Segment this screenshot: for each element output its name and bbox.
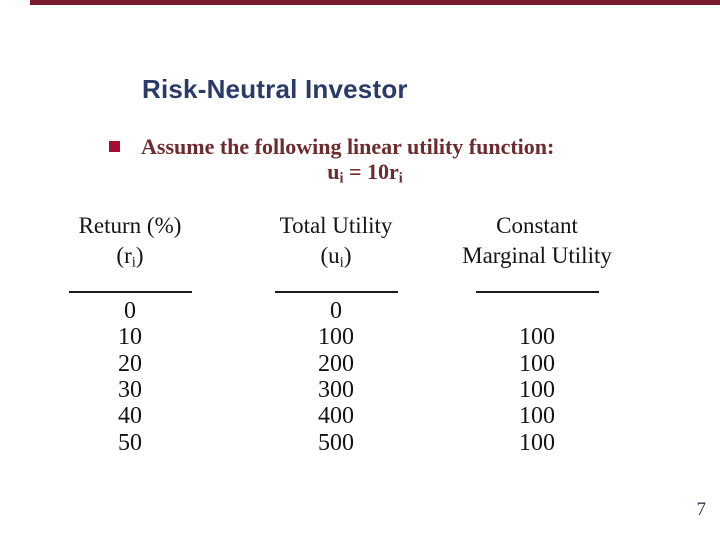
table-column-return: Return (%) (ri) 0 10 20 30 40 50 <box>40 211 220 456</box>
table-cell: 30 <box>118 376 142 403</box>
column-header-line1: Return (%) <box>78 213 182 238</box>
column-header-line2: Marginal Utility <box>462 243 612 268</box>
column-header-line1: Constant <box>496 213 578 238</box>
table-cell: 100 <box>318 324 354 351</box>
page-number: 7 <box>696 499 707 520</box>
square-bullet-icon <box>109 141 120 152</box>
column-cells: 100 100 100 100 100 <box>442 298 632 456</box>
table-cell: 20 <box>118 350 142 377</box>
table-cell: 100 <box>519 350 555 377</box>
column-cells: 0 10 20 30 40 50 <box>40 298 220 456</box>
bullet-text: Assume the following linear utility func… <box>141 134 555 159</box>
top-accent-bar <box>30 0 720 5</box>
header-subscript: i <box>131 254 136 271</box>
formula-equals: = 10 <box>343 159 390 184</box>
formula-u-subscript: i <box>339 170 344 187</box>
bullet-item: Assume the following linear utility func… <box>109 134 554 160</box>
slide-title: Risk-Neutral Investor <box>142 74 408 104</box>
table-cell: 500 <box>318 429 354 456</box>
table-cell: 10 <box>118 324 142 351</box>
table-cell <box>442 298 632 324</box>
table-cell: 400 <box>318 403 354 430</box>
utility-formula: ui = 10ri <box>0 159 720 192</box>
table-cell: 100 <box>519 403 555 430</box>
table-column-marginal-utility: Constant Marginal Utility 100 100 100 10… <box>442 211 632 456</box>
table-cell: 50 <box>118 429 142 456</box>
header-underline <box>475 290 599 293</box>
formula-u-base: u <box>327 159 340 184</box>
column-cells: 0 100 200 300 400 500 <box>246 298 426 456</box>
header-subscript: i <box>339 254 344 271</box>
table-cell: 100 <box>519 324 555 351</box>
column-header-line2: (ui) <box>320 243 352 271</box>
table-cell: 100 <box>519 429 555 456</box>
table-cell: 200 <box>318 350 354 377</box>
header-underline <box>274 290 398 293</box>
formula-r-subscript: i <box>398 170 403 187</box>
table-cell: 100 <box>519 376 555 403</box>
column-header-line1: Total Utility <box>279 213 393 238</box>
header-underline <box>68 290 192 293</box>
table-cell: 0 <box>330 297 342 324</box>
table-cell: 300 <box>318 376 354 403</box>
column-header-line2: (ri) <box>116 243 144 271</box>
table-cell: 40 <box>118 403 142 430</box>
table-column-total-utility: Total Utility (ui) 0 100 200 300 400 500 <box>246 211 426 456</box>
table-cell: 0 <box>124 297 136 324</box>
formula-r-base: r <box>389 159 399 184</box>
